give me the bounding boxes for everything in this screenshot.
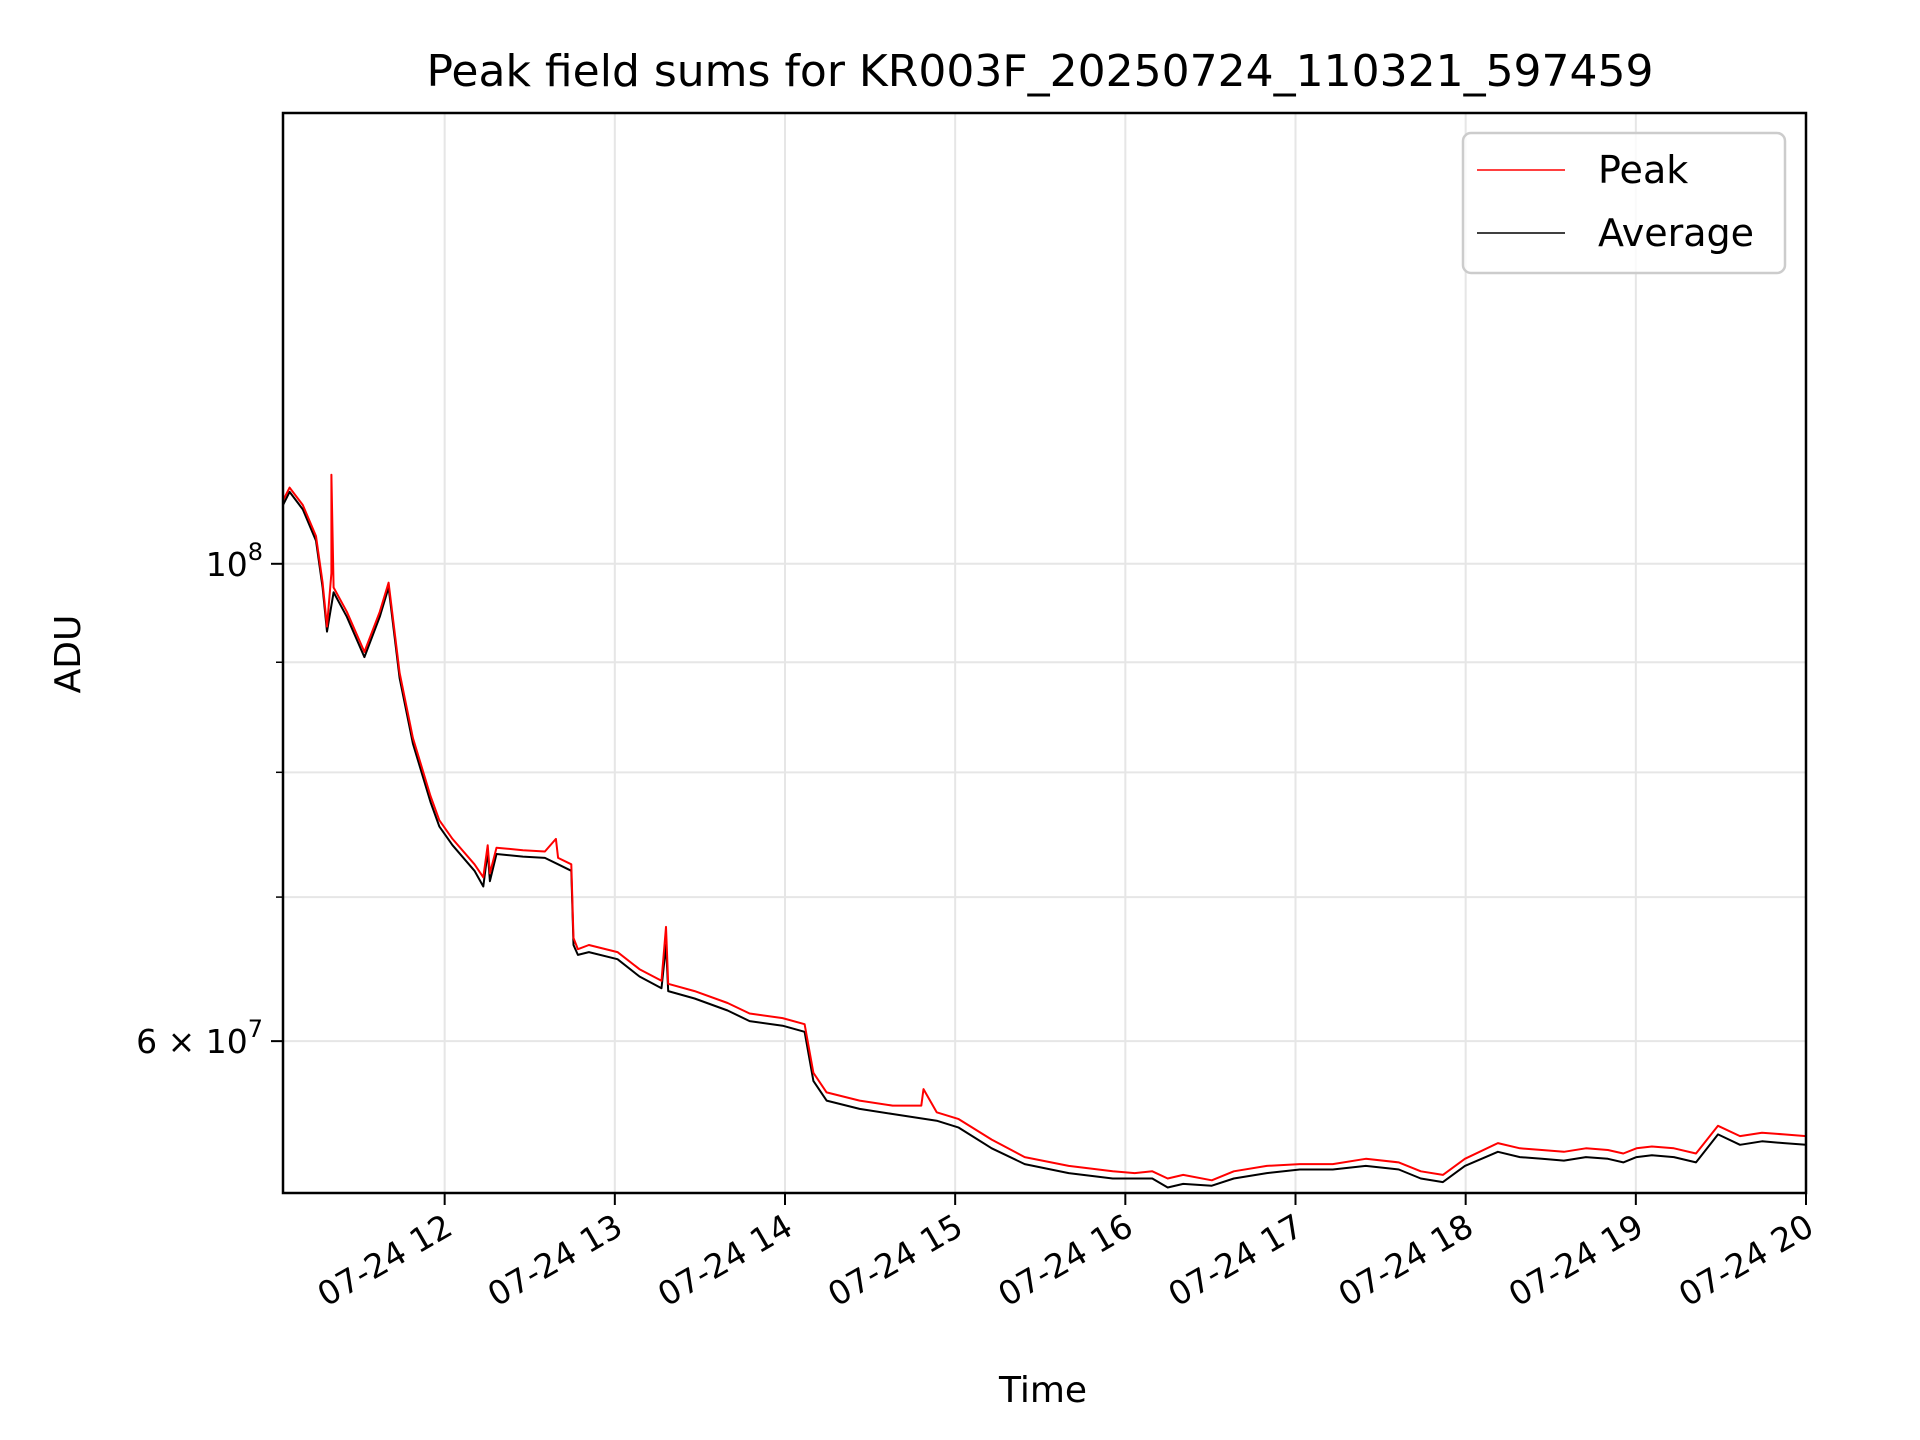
legend-label-peak: Peak	[1598, 148, 1688, 192]
y-tick-label: 108	[206, 538, 263, 584]
x-axis-label: Time	[998, 1370, 1087, 1411]
y-tick-label: 6 × 107	[136, 1015, 263, 1061]
y-axis-label: ADU	[48, 615, 89, 694]
series-line-average	[283, 490, 1806, 1189]
plot-lines	[283, 473, 1806, 1189]
plot-frame	[281, 111, 1808, 1195]
chart-title: Peak field sums for KR003F_20250724_1103…	[426, 46, 1653, 97]
series-line-peak	[283, 473, 1806, 1182]
legend-box	[1461, 131, 1787, 275]
y-axis: 6 × 107 108	[136, 538, 283, 1061]
legend: Peak Average	[1461, 131, 1787, 275]
legend-label-average: Average	[1598, 211, 1754, 255]
